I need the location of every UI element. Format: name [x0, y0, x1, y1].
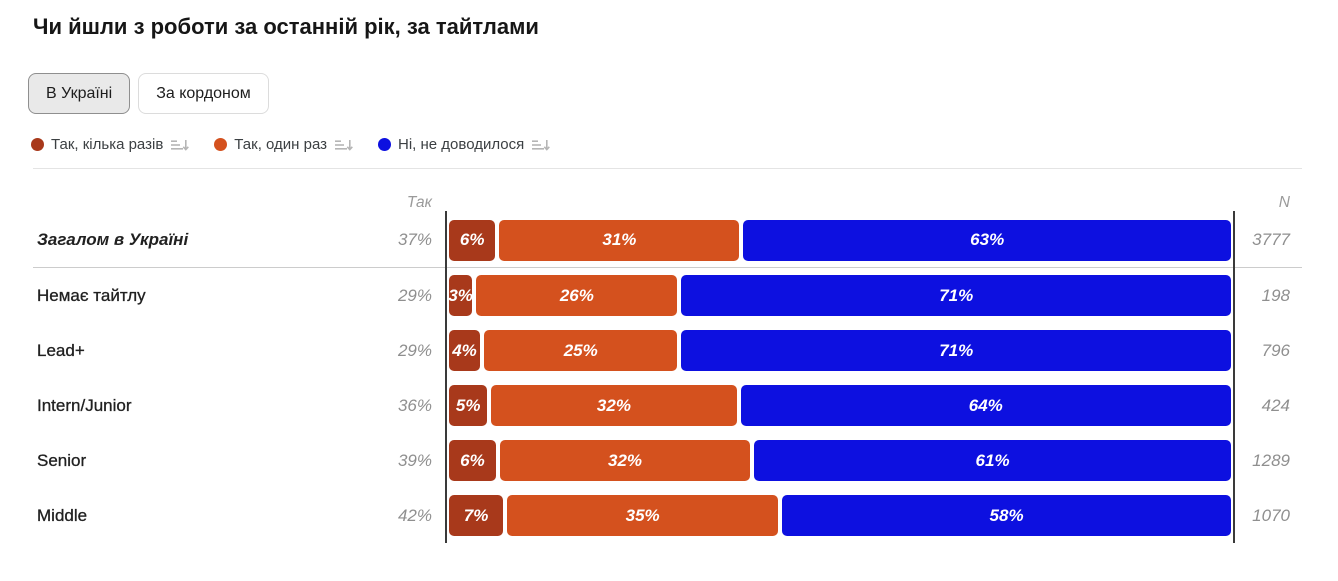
- bar-segment[interactable]: 61%: [754, 440, 1231, 481]
- column-headers: Так N: [33, 189, 1302, 213]
- stacked-bar: 6% 31% 63%: [449, 219, 1231, 261]
- chart-row: Middle 42% 7% 35% 58% 1070: [33, 488, 1302, 543]
- legend: Так, кілька разів Так, один раз Ні, не дов…: [31, 136, 1302, 153]
- bar-segment[interactable]: 63%: [743, 219, 1231, 261]
- tak-column-header: Так: [406, 194, 432, 211]
- bar-segment[interactable]: 32%: [499, 440, 751, 481]
- tak-total: 39%: [397, 450, 432, 470]
- stacked-bar: 7% 35% 58%: [449, 495, 1232, 536]
- tak-total: 36%: [397, 395, 432, 415]
- tak-total: 42%: [397, 505, 432, 525]
- bar-segment[interactable]: 31%: [499, 219, 740, 261]
- chart-row: Загалом в Україні 37% 6% 31% 63% 3777: [33, 213, 1302, 268]
- row-label: Senior: [37, 450, 87, 470]
- page-title: Чи йшли з роботи за останній рік, за тай…: [33, 14, 539, 39]
- axis-line-right: [1233, 211, 1235, 543]
- bar-segment[interactable]: 6%: [449, 440, 496, 481]
- tab-abroad[interactable]: За кордоном: [138, 73, 269, 114]
- chart-row: Lead+ 29% 4% 25% 71% 796: [33, 323, 1302, 378]
- legend-item: Так, один раз: [214, 136, 353, 153]
- legend-item: Так, кілька разів: [31, 136, 190, 153]
- axis-line-left: [445, 211, 447, 543]
- stacked-bar: 3% 26% 71%: [448, 275, 1231, 316]
- chart-row: Senior 39% 6% 32% 61% 1289: [33, 433, 1302, 488]
- row-label: Intern/Junior: [37, 395, 132, 415]
- n-value: 424: [1261, 395, 1290, 415]
- tak-total: 29%: [397, 340, 432, 360]
- n-value: 198: [1261, 285, 1290, 305]
- tab-bar: В Україні За кордоном: [28, 73, 1302, 114]
- bar-segment[interactable]: 35%: [507, 495, 779, 536]
- chart-row: Intern/Junior 36% 5% 32% 64% 424: [33, 378, 1302, 433]
- bar-segment[interactable]: 4%: [449, 330, 480, 371]
- row-label: Lead+: [37, 340, 85, 360]
- bar-segment[interactable]: 6%: [449, 219, 496, 261]
- sort-icon[interactable]: [334, 137, 353, 153]
- bar-segment[interactable]: 25%: [483, 330, 678, 371]
- legend-color-dot: [378, 138, 392, 151]
- n-value: 1289: [1252, 450, 1290, 470]
- tak-total: 29%: [397, 285, 432, 305]
- n-value: 796: [1261, 340, 1290, 360]
- bar-segment[interactable]: 71%: [681, 330, 1231, 371]
- row-label: Немає тайтлу: [37, 285, 146, 305]
- sort-icon[interactable]: [170, 137, 190, 153]
- bar-segment[interactable]: 32%: [491, 385, 737, 426]
- legend-item: Ні, не доводилося: [378, 136, 551, 153]
- bar-segment[interactable]: 71%: [681, 275, 1231, 316]
- stacked-bar: 5% 32% 64%: [449, 385, 1231, 426]
- row-label: Загалом в Україні: [37, 230, 189, 249]
- chart-row: Немає тайтлу 29% 3% 26% 71% 198: [33, 268, 1302, 323]
- tak-total: 37%: [397, 230, 432, 249]
- n-column-header: N: [1278, 194, 1290, 211]
- legend-label: Ні, не доводилося: [398, 136, 525, 153]
- n-value: 3777: [1252, 230, 1290, 249]
- legend-divider: [33, 168, 1302, 169]
- bar-segment[interactable]: 5%: [449, 385, 488, 426]
- legend-color-dot: [214, 138, 228, 151]
- bar-segment[interactable]: 3%: [448, 275, 473, 316]
- legend-color-dot: [31, 138, 44, 151]
- bar-segment[interactable]: 64%: [740, 385, 1231, 426]
- legend-label: Так, кілька разів: [51, 136, 164, 153]
- bar-segment[interactable]: 26%: [476, 275, 678, 316]
- bar-segment[interactable]: 7%: [449, 495, 504, 536]
- stacked-bar: 4% 25% 71%: [449, 330, 1231, 371]
- bar-segment[interactable]: 58%: [782, 495, 1232, 536]
- legend-label: Так, один раз: [234, 136, 328, 153]
- n-value: 1070: [1252, 505, 1290, 525]
- row-label: Middle: [37, 505, 88, 525]
- chart-rows: Загалом в Україні 37% 6% 31% 63% 3777 Немає та…: [33, 211, 1302, 543]
- sort-icon[interactable]: [531, 137, 551, 153]
- tab-in-ukraine[interactable]: В Україні: [28, 73, 131, 114]
- stacked-bar: 6% 32% 61%: [449, 440, 1231, 481]
- page: Чи йшли з роботи за останній рік, за тай…: [28, 14, 1302, 543]
